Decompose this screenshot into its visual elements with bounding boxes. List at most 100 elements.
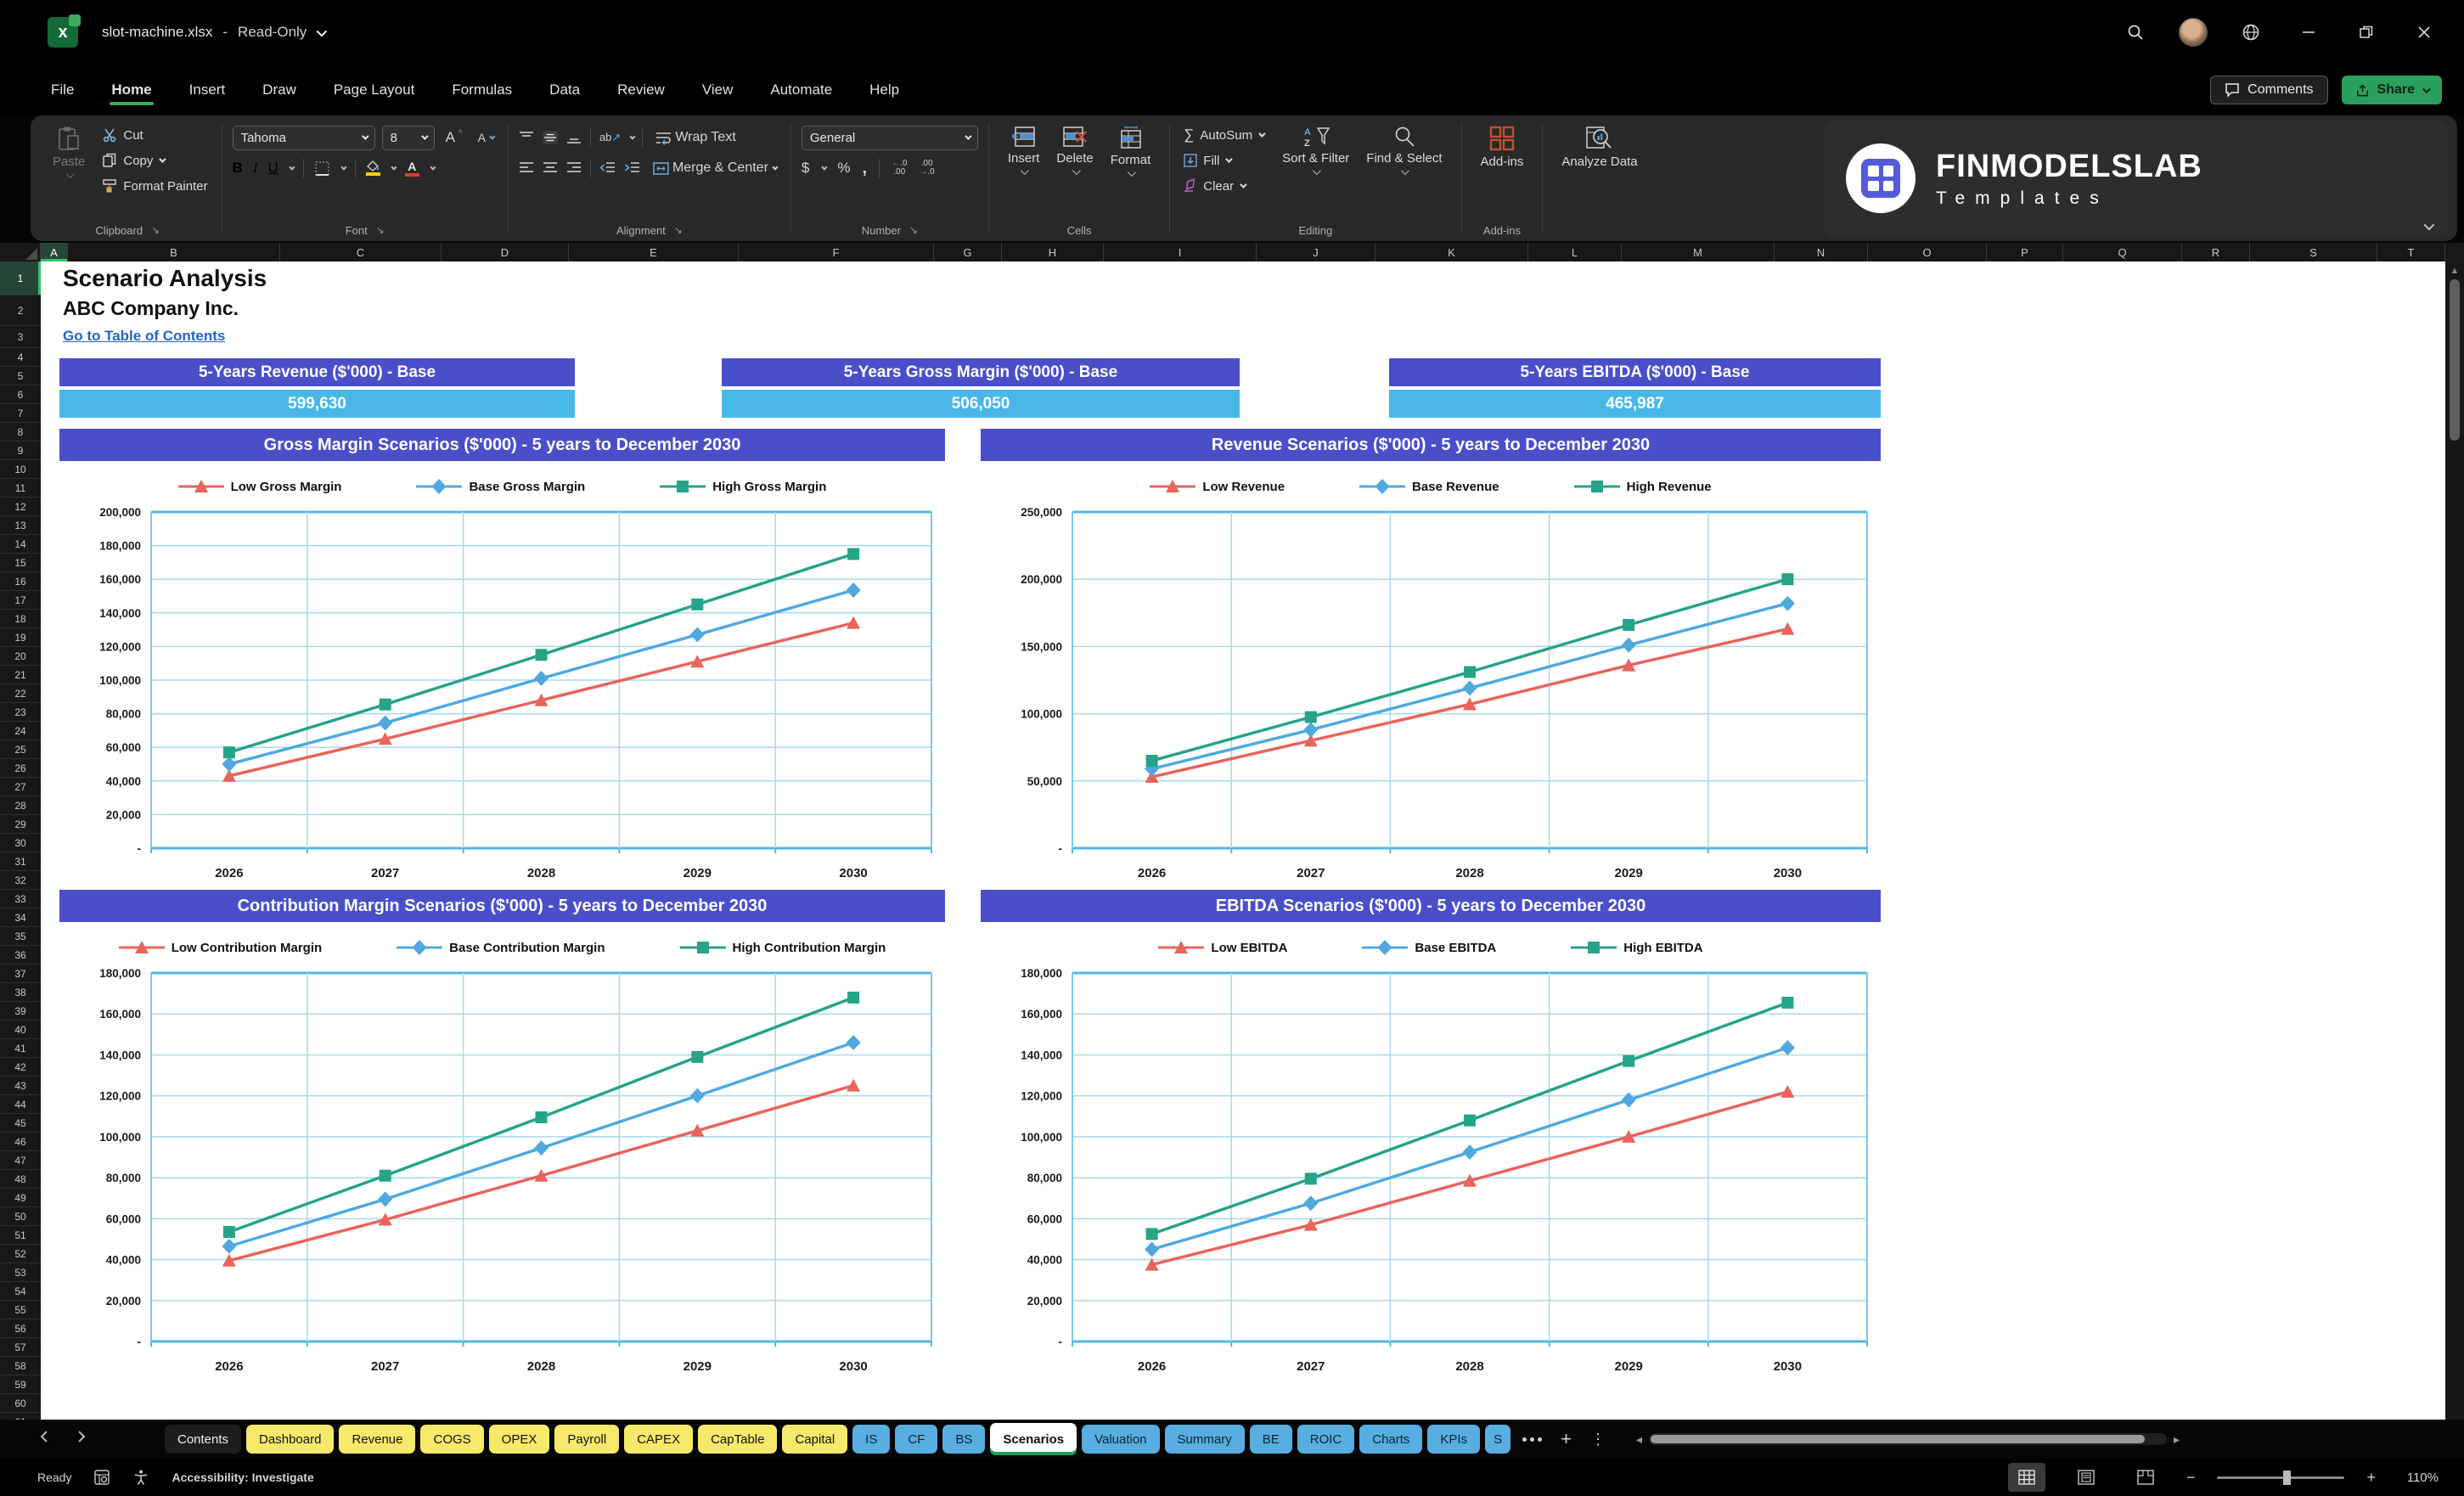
- bold-icon[interactable]: B: [232, 160, 243, 176]
- underline-icon[interactable]: U: [267, 160, 278, 176]
- prev-sheet-button[interactable]: [25, 1430, 63, 1448]
- column-header-S[interactable]: S: [2250, 243, 2377, 262]
- row-header-2[interactable]: 2: [0, 295, 41, 326]
- menu-tab-formulas[interactable]: Formulas: [452, 82, 513, 98]
- font-name-select[interactable]: Tahoma: [232, 125, 375, 150]
- scroll-left-icon[interactable]: ◂: [1635, 1431, 1642, 1446]
- comments-button[interactable]: Comments: [2210, 76, 2328, 104]
- row-header-58[interactable]: 58: [0, 1357, 41, 1375]
- number-dialog-launcher[interactable]: ↘: [909, 224, 919, 236]
- decrease-font-icon[interactable]: A: [474, 128, 498, 147]
- column-header-M[interactable]: M: [1622, 243, 1775, 262]
- fill-color-menu[interactable]: [391, 164, 397, 171]
- scroll-up-icon[interactable]: ▲: [2450, 266, 2460, 276]
- align-middle-icon[interactable]: [542, 131, 558, 144]
- menu-tab-home[interactable]: Home: [96, 73, 166, 107]
- row-header-24[interactable]: 24: [0, 722, 41, 740]
- zoom-slider-thumb[interactable]: [2283, 1470, 2292, 1485]
- italic-icon[interactable]: I: [252, 160, 258, 176]
- sheet-tab-charts[interactable]: Charts: [1359, 1425, 1423, 1454]
- accessibility-icon[interactable]: [132, 1469, 149, 1486]
- zoom-in-button[interactable]: +: [2366, 1468, 2376, 1486]
- increase-font-icon[interactable]: A ^: [445, 128, 463, 146]
- sheet-options-button[interactable]: ⋮: [1589, 1430, 1606, 1448]
- row-header-54[interactable]: 54: [0, 1282, 41, 1301]
- row-header-48[interactable]: 48: [0, 1170, 41, 1189]
- row-header-56[interactable]: 56: [0, 1319, 41, 1338]
- increase-decimal-icon[interactable]: ←.0.00: [892, 158, 908, 177]
- column-header-J[interactable]: J: [1257, 243, 1375, 262]
- row-header-21[interactable]: 21: [0, 666, 41, 684]
- row-header-51[interactable]: 51: [0, 1226, 41, 1245]
- row-header-50[interactable]: 50: [0, 1207, 41, 1226]
- row-header-60[interactable]: 60: [0, 1394, 41, 1413]
- page-layout-view-icon[interactable]: [2067, 1463, 2105, 1492]
- sheet-tab-valuation[interactable]: Valuation: [1082, 1425, 1160, 1454]
- orientation-icon[interactable]: ab↗: [599, 131, 622, 143]
- row-header-38[interactable]: 38: [0, 983, 41, 1002]
- row-header-5[interactable]: 5: [0, 367, 41, 385]
- sheet-tab-contents[interactable]: Contents: [165, 1425, 242, 1454]
- read-only-label[interactable]: Read-Only: [238, 24, 307, 40]
- row-header-49[interactable]: 49: [0, 1189, 41, 1207]
- find-select-button[interactable]: Find & Select: [1358, 122, 1450, 178]
- column-header-B[interactable]: B: [68, 243, 280, 262]
- comma-icon[interactable]: ,: [862, 158, 868, 177]
- menu-tab-data[interactable]: Data: [549, 82, 581, 98]
- row-header-12[interactable]: 12: [0, 498, 41, 516]
- row-header-3[interactable]: 3: [0, 326, 41, 348]
- minimize-button[interactable]: [2294, 18, 2323, 47]
- sheet-canvas[interactable]: Scenario Analysis ABC Company Inc. Go to…: [41, 262, 2445, 1420]
- row-header-39[interactable]: 39: [0, 1002, 41, 1021]
- page-break-view-icon[interactable]: [2127, 1463, 2164, 1492]
- cut-button[interactable]: Cut: [98, 122, 211, 148]
- column-header-L[interactable]: L: [1528, 243, 1622, 262]
- insert-cells-button[interactable]: Insert: [999, 122, 1049, 178]
- column-header-P[interactable]: P: [1987, 243, 2063, 262]
- column-header-G[interactable]: G: [934, 243, 1002, 262]
- column-header-H[interactable]: H: [1002, 243, 1104, 262]
- sheet-tab-capital[interactable]: Capital: [782, 1425, 848, 1454]
- row-header-14[interactable]: 14: [0, 535, 41, 554]
- sheet-tab-bs[interactable]: BS: [942, 1425, 986, 1454]
- share-button[interactable]: Share: [2341, 76, 2442, 104]
- align-right-icon[interactable]: [566, 161, 582, 175]
- zoom-slider[interactable]: [2217, 1470, 2345, 1485]
- row-header-53[interactable]: 53: [0, 1263, 41, 1282]
- select-all-corner[interactable]: [0, 243, 41, 262]
- row-header-33[interactable]: 33: [0, 890, 41, 908]
- normal-view-icon[interactable]: [2007, 1463, 2045, 1492]
- row-header-23[interactable]: 23: [0, 703, 41, 722]
- alignment-dialog-launcher[interactable]: ↘: [673, 224, 683, 236]
- column-header-D[interactable]: D: [442, 243, 569, 262]
- row-header-9[interactable]: 9: [0, 441, 41, 460]
- row-header-10[interactable]: 10: [0, 460, 41, 479]
- decrease-decimal-icon[interactable]: .00 →.0: [919, 158, 935, 177]
- menu-tab-automate[interactable]: Automate: [770, 82, 833, 98]
- row-header-40[interactable]: 40: [0, 1021, 41, 1039]
- globe-icon[interactable]: [2236, 18, 2265, 47]
- fill-button[interactable]: Fill: [1180, 148, 1267, 173]
- horizontal-scrollbar[interactable]: ◂ ▸: [1636, 1431, 2180, 1447]
- row-header-15[interactable]: 15: [0, 554, 41, 572]
- sheet-tab-be[interactable]: BE: [1249, 1425, 1292, 1454]
- row-header-4[interactable]: 4: [0, 348, 41, 367]
- column-header-E[interactable]: E: [569, 243, 739, 262]
- column-header-C[interactable]: C: [280, 243, 442, 262]
- row-header-32[interactable]: 32: [0, 871, 41, 890]
- addins-button[interactable]: Add-ins: [1472, 122, 1533, 172]
- search-icon[interactable]: [2121, 18, 2150, 47]
- zoom-level[interactable]: 110%: [2406, 1470, 2439, 1485]
- menu-tab-insert[interactable]: Insert: [188, 82, 226, 98]
- row-header-26[interactable]: 26: [0, 759, 41, 778]
- row-header-7[interactable]: 7: [0, 404, 41, 423]
- clear-button[interactable]: Clear: [1180, 173, 1267, 199]
- column-header-A[interactable]: A: [41, 243, 68, 262]
- sheet-tab-s[interactable]: S: [1485, 1425, 1511, 1454]
- merge-center-button[interactable]: Merge & Center: [649, 158, 780, 178]
- table-of-contents-link[interactable]: Go to Table of Contents: [63, 328, 226, 344]
- row-header-34[interactable]: 34: [0, 908, 41, 927]
- number-format-select[interactable]: General: [801, 125, 978, 150]
- decrease-indent-icon[interactable]: [599, 161, 616, 175]
